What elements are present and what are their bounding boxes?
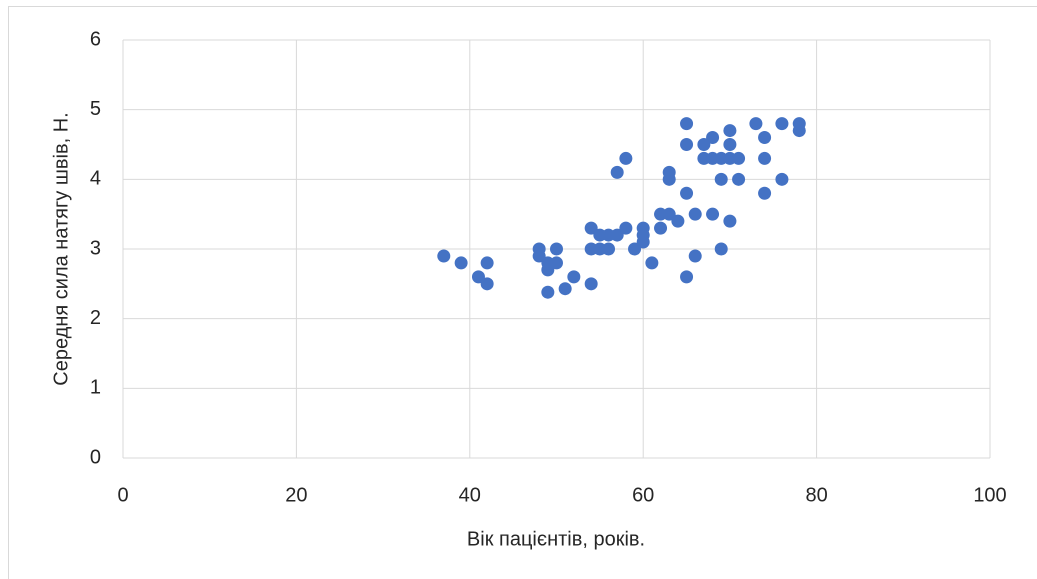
point [628, 242, 642, 256]
point [602, 242, 616, 256]
point [758, 151, 772, 165]
point [541, 285, 555, 299]
point [619, 221, 633, 235]
x-tick-label: 80 [805, 484, 827, 506]
x-tick-label: 60 [632, 484, 654, 506]
y-axis-title: Середня сила натягу швів, Н. [50, 112, 72, 385]
point [714, 242, 728, 256]
y-tick-label: 2 [90, 307, 101, 329]
point [732, 172, 746, 186]
point [454, 256, 468, 270]
y-tick-label: 5 [90, 98, 101, 120]
point [662, 165, 676, 179]
x-tick-label: 20 [285, 484, 307, 506]
point [558, 282, 572, 296]
point [654, 221, 668, 235]
point [662, 207, 676, 221]
point [584, 277, 598, 291]
point [706, 207, 720, 221]
point [550, 242, 563, 256]
point [680, 117, 694, 131]
point [636, 221, 650, 235]
point [714, 172, 728, 186]
point [680, 138, 694, 151]
point [688, 249, 702, 263]
x-tick-label: 100 [973, 484, 1006, 506]
point [792, 124, 806, 138]
point [610, 165, 624, 179]
point [680, 270, 694, 284]
point [671, 214, 685, 228]
point [680, 186, 694, 200]
point [706, 131, 720, 145]
point [758, 186, 772, 200]
x-tick-label: 40 [459, 484, 481, 506]
point [567, 270, 581, 284]
y-tick-label: 4 [90, 168, 101, 190]
x-tick-label: 0 [117, 484, 128, 506]
y-tick-label: 3 [90, 237, 101, 259]
point [697, 138, 711, 151]
point [541, 263, 555, 277]
y-tick-label: 1 [90, 377, 101, 399]
point [584, 221, 598, 235]
point [550, 256, 563, 270]
y-tick-label: 6 [90, 28, 101, 50]
point [645, 256, 659, 270]
point [775, 117, 789, 131]
point [723, 124, 737, 138]
point [480, 277, 494, 291]
chart-frame [8, 6, 1037, 579]
x-axis-title: Вік пацієнтів, років. [467, 528, 645, 550]
point [758, 131, 772, 145]
point [723, 214, 737, 228]
point [480, 256, 494, 270]
point [732, 151, 746, 165]
point [723, 138, 737, 151]
point [610, 228, 624, 242]
point [471, 270, 485, 284]
point [619, 151, 633, 165]
point [437, 249, 451, 263]
point [532, 249, 546, 263]
point [749, 117, 763, 131]
point [688, 207, 702, 221]
point [775, 172, 789, 186]
y-tick-label: 0 [90, 446, 101, 468]
